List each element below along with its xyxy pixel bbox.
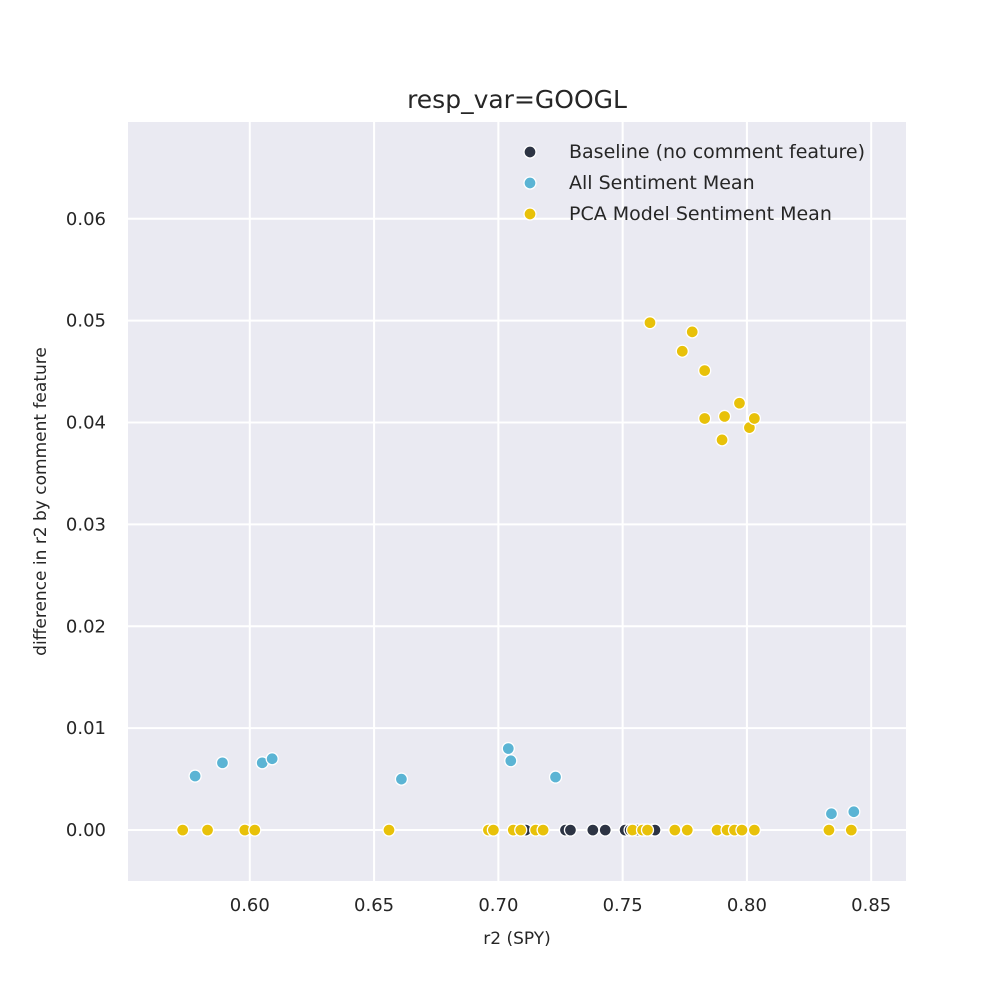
data-point	[747, 823, 762, 837]
data-point	[698, 363, 712, 378]
x-axis-label: r2 (SPY)	[483, 929, 551, 949]
data-point	[514, 823, 528, 837]
data-point	[598, 823, 612, 837]
x-tick-label: 0.85	[851, 895, 891, 916]
y-tick-label: 0.00	[66, 820, 106, 841]
legend: Baseline (no comment feature) All Sentime…	[523, 141, 865, 225]
legend-entry: PCA Model Sentiment Mean	[569, 203, 832, 225]
grid-lines	[128, 122, 906, 881]
legend-entry: Baseline (no comment feature)	[569, 141, 865, 163]
data-point	[847, 805, 861, 819]
x-tick-label: 0.65	[354, 895, 394, 916]
data-point	[248, 823, 262, 837]
data-point	[675, 344, 689, 358]
y-tick-label: 0.04	[66, 413, 106, 434]
data-point	[640, 823, 655, 837]
data-point	[747, 411, 762, 426]
series-1-points	[188, 741, 861, 821]
data-point	[586, 823, 600, 837]
x-tick-label: 0.70	[478, 895, 518, 916]
data-point	[685, 325, 699, 339]
data-point	[715, 433, 729, 447]
data-point	[824, 807, 839, 821]
data-point	[382, 823, 396, 837]
data-point	[176, 823, 190, 837]
data-point	[563, 823, 578, 837]
y-axis-label: difference in r2 by comment feature	[31, 347, 51, 656]
data-point	[732, 396, 747, 410]
x-axis-ticks: 0.60 0.65 0.70 0.75 0.80 0.85	[230, 895, 891, 916]
x-tick-label: 0.75	[603, 895, 643, 916]
x-tick-label: 0.80	[727, 895, 767, 916]
data-point	[717, 409, 732, 424]
y-axis-ticks: 0.00 0.01 0.02 0.03 0.04 0.05 0.06	[66, 209, 106, 841]
data-point	[698, 411, 712, 426]
data-point	[822, 823, 836, 837]
plot-area	[128, 122, 906, 881]
data-point	[200, 823, 215, 837]
legend-marker	[523, 176, 537, 190]
y-tick-label: 0.01	[66, 718, 106, 739]
data-point	[394, 772, 409, 786]
legend-marker	[523, 145, 537, 159]
y-tick-label: 0.06	[66, 209, 106, 230]
data-point	[215, 756, 230, 770]
series-2-points	[176, 316, 858, 837]
legend-marker	[523, 207, 537, 221]
legend-entry: All Sentiment Mean	[569, 172, 755, 194]
data-point	[668, 823, 682, 837]
y-tick-label: 0.02	[66, 616, 106, 637]
data-point	[680, 823, 694, 837]
data-point	[735, 823, 749, 837]
data-point	[643, 316, 657, 330]
data-point	[844, 823, 858, 837]
data-point	[536, 823, 550, 837]
y-tick-label: 0.05	[66, 311, 106, 332]
data-point	[486, 823, 501, 837]
y-tick-label: 0.03	[66, 514, 106, 535]
data-point	[501, 741, 515, 756]
data-points	[176, 316, 861, 837]
x-tick-label: 0.60	[230, 895, 270, 916]
data-point	[504, 754, 518, 768]
data-point	[188, 769, 202, 783]
data-point	[548, 770, 563, 784]
data-point	[265, 752, 279, 766]
chart-title: resp_var=GOOGL	[407, 85, 627, 114]
